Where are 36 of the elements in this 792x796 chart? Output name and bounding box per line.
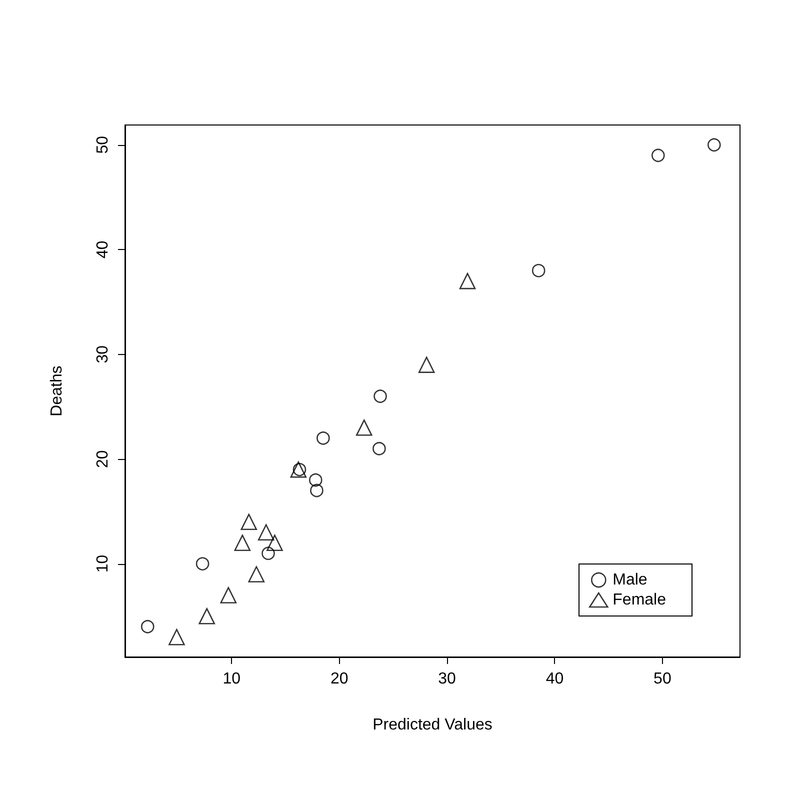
point — [196, 557, 210, 570]
point — [240, 514, 258, 530]
x-tick-label: 50 — [654, 670, 672, 688]
y-tick-label: 20 — [94, 450, 112, 468]
y-axis-title: Deaths — [48, 366, 66, 416]
point — [248, 566, 265, 582]
point — [140, 620, 154, 634]
legend-label: Female — [612, 592, 666, 608]
y-tick-label: 40 — [94, 240, 112, 259]
point — [168, 628, 185, 646]
point — [652, 148, 665, 162]
x-tick-label: 40 — [546, 670, 564, 688]
y-tick-label: 30 — [94, 345, 112, 364]
point — [220, 587, 237, 604]
x-axis-title: Predicted Values — [372, 716, 492, 734]
point — [316, 431, 330, 445]
point — [374, 390, 387, 403]
point — [266, 534, 283, 551]
point — [418, 356, 435, 373]
point — [262, 546, 275, 560]
point — [234, 534, 251, 551]
point — [356, 420, 372, 436]
x-tick-label: 10 — [222, 670, 241, 688]
point — [459, 272, 476, 290]
x-tick-label: 20 — [330, 670, 348, 688]
y-tick-label: 50 — [94, 136, 112, 154]
point — [310, 484, 324, 498]
point — [372, 442, 386, 456]
point — [258, 524, 274, 541]
y-tick-label: 10 — [94, 554, 112, 573]
point — [532, 264, 546, 278]
point — [309, 473, 322, 487]
point — [198, 608, 216, 624]
legend-label: Male — [612, 572, 648, 588]
x-tick-label: 30 — [438, 670, 456, 688]
point — [708, 138, 721, 152]
